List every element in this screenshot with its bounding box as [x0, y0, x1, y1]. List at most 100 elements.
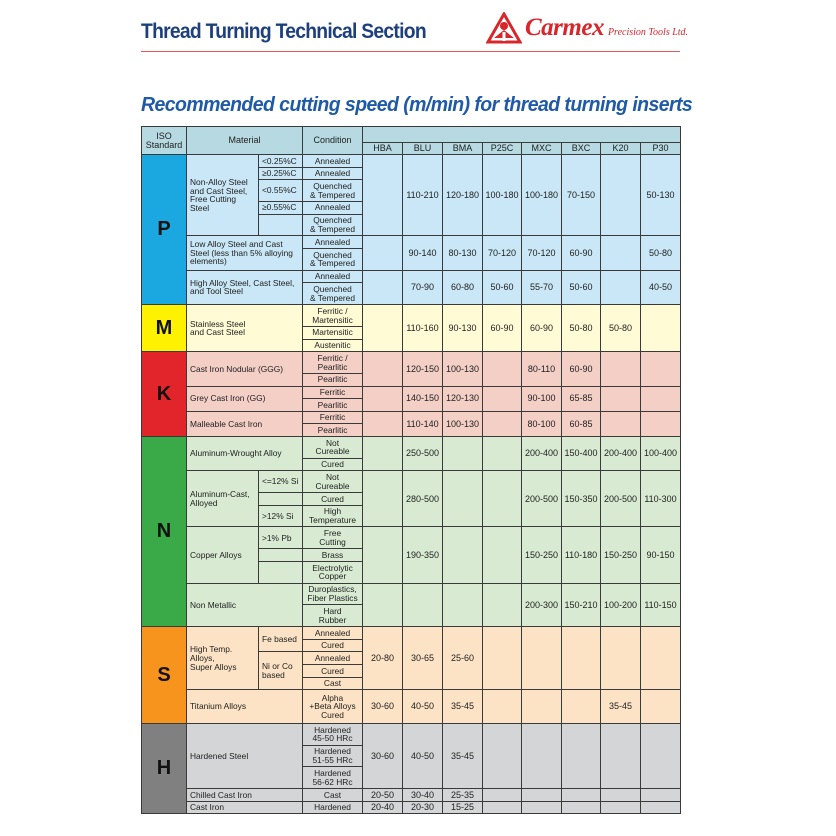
cutting-speed-table: ISO Standard Material Condition HBA BLU BM…: [141, 126, 682, 815]
speed-value-p25c: [482, 351, 523, 387]
material-subtype: >1% Pb: [257, 526, 304, 550]
table-row: P Non-Alloy Steel and Cast Steel, Free Cu…: [141, 153, 682, 306]
material-name: Chilled Cast Iron: [185, 788, 304, 802]
grade-header-k20: K20: [600, 142, 642, 155]
grade-header-p30: P30: [640, 142, 682, 155]
speed-value-blu: 30-65: [402, 626, 444, 691]
speed-value-k20: 35-45: [600, 689, 642, 724]
speed-value-p25c: [482, 582, 523, 628]
speed-value-hba: [362, 351, 404, 387]
material-subtype: <0.25%C: [257, 154, 304, 168]
material-name: Non-Alloy Steel and Cast Steel, Free Cut…: [186, 153, 259, 237]
speed-value-p30: [640, 722, 682, 790]
speed-value-blu: 90-140: [402, 235, 444, 271]
speed-value-blu: 20-30: [402, 800, 444, 815]
table-row: Quenched & Tempered: [142, 247, 681, 271]
speed-value-hba: 30-60: [362, 722, 404, 790]
condition: Annealed: [302, 651, 364, 666]
condition: Ferritic / Martensitic: [302, 304, 364, 327]
table-row: M Stainless Steel and Cast Steel Ferritic …: [141, 304, 682, 353]
table-row: Ni or Co based Annealed: [142, 651, 681, 691]
condition: Ferritic: [302, 410, 364, 425]
material-subtype: ≥0.55%C: [257, 201, 304, 215]
table-row: Chilled Cast Iron Cast 20-50 30-40 25-35: [142, 788, 682, 802]
table-row: Grey Cast Iron (GG) Ferritic 140-150 120-13…: [142, 385, 682, 412]
material-name: Grey Cast Iron (GG): [185, 385, 304, 412]
speed-value-bma: 35-45: [442, 689, 484, 724]
speed-value-mxc: 90-100: [521, 385, 563, 412]
speed-value-p30: 100-400: [640, 435, 682, 472]
table-row: H Hardened Steel Hardened 45-50 HRc 30-60 40…: [141, 722, 682, 815]
grade-header-bxc: BXC: [561, 142, 602, 155]
speed-value-hba: [362, 435, 404, 472]
speed-value-bxc: 150-400: [561, 435, 602, 472]
speed-value-mxc: [521, 800, 563, 815]
speed-value-bma: 25-35: [442, 788, 484, 802]
speed-value-mxc: 200-400: [521, 435, 563, 472]
speed-value-bma: 120-180: [442, 153, 484, 237]
speed-value-bxc: 60-90: [561, 351, 602, 387]
speed-value-p30: 90-150: [640, 526, 682, 584]
material-subtype: Ni or Co based: [257, 651, 304, 691]
speed-value-mxc: 70-120: [521, 235, 563, 271]
condition: Hardened 45-50 HRc: [302, 722, 364, 746]
condition: Annealed: [302, 166, 364, 181]
table-row: S High Temp. Alloys, Super Alloys Fe based…: [141, 626, 682, 724]
material-name: High Temp. Alloys, Super Alloys: [186, 626, 259, 691]
material-subtype: [257, 213, 304, 237]
speed-value-p30: [640, 800, 682, 815]
speed-value-blu: 70-90: [402, 269, 444, 306]
condition: Quenched & Tempered: [302, 179, 364, 202]
table-row: Pearlitic: [142, 372, 681, 387]
speed-value-blu: 110-140: [402, 410, 444, 437]
material-name: Cast Iron Nodular (GGG): [185, 351, 304, 387]
condition: Electrolytic Copper: [302, 560, 364, 584]
grade-header-blu: BLU: [402, 142, 444, 155]
speed-value-hba: [362, 304, 404, 353]
condition: Alpha +Beta Alloys Cured: [302, 689, 364, 724]
material-name: Aluminum-Cast, Alloyed: [186, 470, 259, 528]
speed-value-k20: [600, 788, 642, 802]
material-name: High Alloy Steel, Cast Steel, and Tool S…: [185, 269, 304, 306]
material-name: Hardened Steel: [185, 722, 304, 790]
speed-value-p25c: [482, 385, 523, 412]
condition: Ferritic / Pearlitic: [302, 351, 364, 374]
iso-letter-n: N: [141, 435, 187, 628]
speed-value-hba: [362, 235, 404, 271]
condition: Duroplastics, Fiber Plastics: [302, 582, 364, 606]
condition: Not Cureable: [302, 470, 364, 494]
speed-value-bxc: [561, 626, 602, 691]
table-row: <0.55%C Quenched & Tempered: [142, 179, 681, 202]
speed-value-p25c: 50-60: [482, 269, 523, 306]
speed-value-blu: 30-40: [402, 788, 444, 802]
speed-value-bxc: [561, 800, 602, 815]
speed-value-mxc: 55-70: [521, 269, 563, 306]
speed-value-p25c: 60-90: [482, 304, 523, 353]
condition: Hardened 51-55 HRc: [302, 744, 364, 768]
speed-value-hba: [362, 385, 404, 412]
table-row: High Alloy Steel, Cast Steel, and Tool S…: [142, 269, 682, 306]
speed-value-hba: [362, 582, 404, 628]
table-title: Recommended cutting speed (m/min) for th…: [141, 93, 693, 116]
speed-value-blu: 120-150: [402, 351, 444, 387]
table-row: Cured: [142, 638, 681, 653]
speed-value-bma: 90-130: [442, 304, 484, 353]
header-material: Material: [185, 126, 304, 155]
speed-value-mxc: 100-180: [521, 153, 563, 237]
speed-value-hba: [362, 153, 404, 237]
speed-value-bma: 60-80: [442, 269, 484, 306]
table-row: Cured: [142, 457, 681, 472]
speed-value-p25c: [482, 722, 523, 790]
iso-letter-h: H: [141, 722, 187, 815]
speed-value-p30: [640, 304, 682, 353]
material-name: Malleable Cast Iron: [185, 410, 304, 437]
header-iso-standard: ISO Standard: [141, 126, 187, 155]
grade-header-p25c: P25C: [482, 142, 523, 155]
iso-letter-p: P: [141, 153, 187, 306]
condition: Pearlitic: [302, 372, 364, 387]
table-row: Pearlitic: [142, 423, 681, 437]
speed-value-blu: 110-160: [402, 304, 444, 353]
condition: Quenched & Tempered: [302, 282, 364, 306]
speed-value-mxc: 60-90: [521, 304, 563, 353]
material-name: Stainless Steel and Cast Steel: [185, 304, 304, 353]
